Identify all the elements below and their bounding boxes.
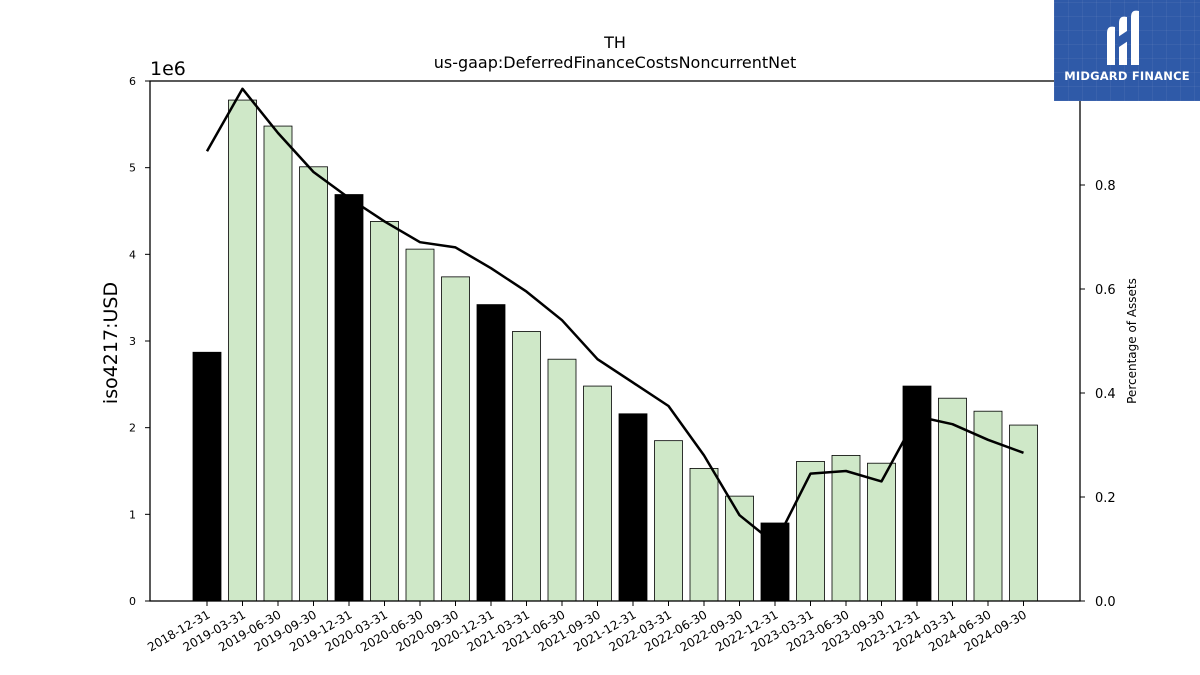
bar	[867, 462, 896, 602]
bar	[476, 304, 506, 602]
chart-title-line2: us-gaap:DeferredFinanceCostsNoncurrentNe…	[434, 53, 797, 72]
bars-group	[192, 99, 1038, 602]
bar	[441, 276, 470, 602]
y2-tick-label: 0.4	[1095, 387, 1116, 402]
bar	[796, 461, 825, 602]
bar	[831, 454, 861, 602]
logo-text: MIDGARD FINANCE	[1064, 69, 1190, 83]
bar	[405, 248, 435, 602]
y-tick-label: 5	[129, 162, 136, 175]
bar	[725, 495, 754, 602]
bar	[1009, 424, 1038, 602]
bar	[192, 351, 222, 602]
bar	[938, 397, 967, 602]
bar	[263, 125, 293, 602]
y2-axis-label: Percentage of Assets	[1125, 278, 1139, 404]
y-tick-label: 1	[129, 508, 136, 521]
brand-logo: MIDGARD FINANCE	[1054, 0, 1200, 101]
bar	[618, 413, 648, 602]
bar	[228, 99, 257, 602]
bar	[334, 194, 364, 602]
bar	[689, 467, 719, 602]
logo-mark-icon	[1107, 10, 1139, 66]
y-tick-label: 4	[129, 248, 136, 261]
bar	[547, 358, 577, 602]
line-group	[205, 87, 1024, 546]
chart-title-line1: TH	[603, 33, 626, 52]
bar	[902, 385, 932, 602]
bar	[299, 166, 328, 602]
y-axis-offset-label: 1e6	[150, 58, 186, 80]
y-axis-label: iso4217:USD	[100, 282, 122, 404]
bar	[654, 440, 683, 602]
y-tick-label: 6	[129, 75, 136, 88]
y2-tick-label: 0.2	[1095, 491, 1116, 506]
y-tick-label: 0	[129, 595, 136, 608]
y2-tick-label: 0.0	[1095, 595, 1116, 610]
y-tick-label: 3	[129, 335, 136, 348]
y2-tick-label: 0.8	[1095, 179, 1116, 194]
bar	[583, 385, 612, 602]
bar	[512, 331, 541, 602]
series-line	[205, 87, 1024, 546]
y2-tick-label: 0.6	[1095, 283, 1116, 298]
y-tick-label: 2	[129, 422, 136, 435]
bar	[370, 220, 399, 602]
